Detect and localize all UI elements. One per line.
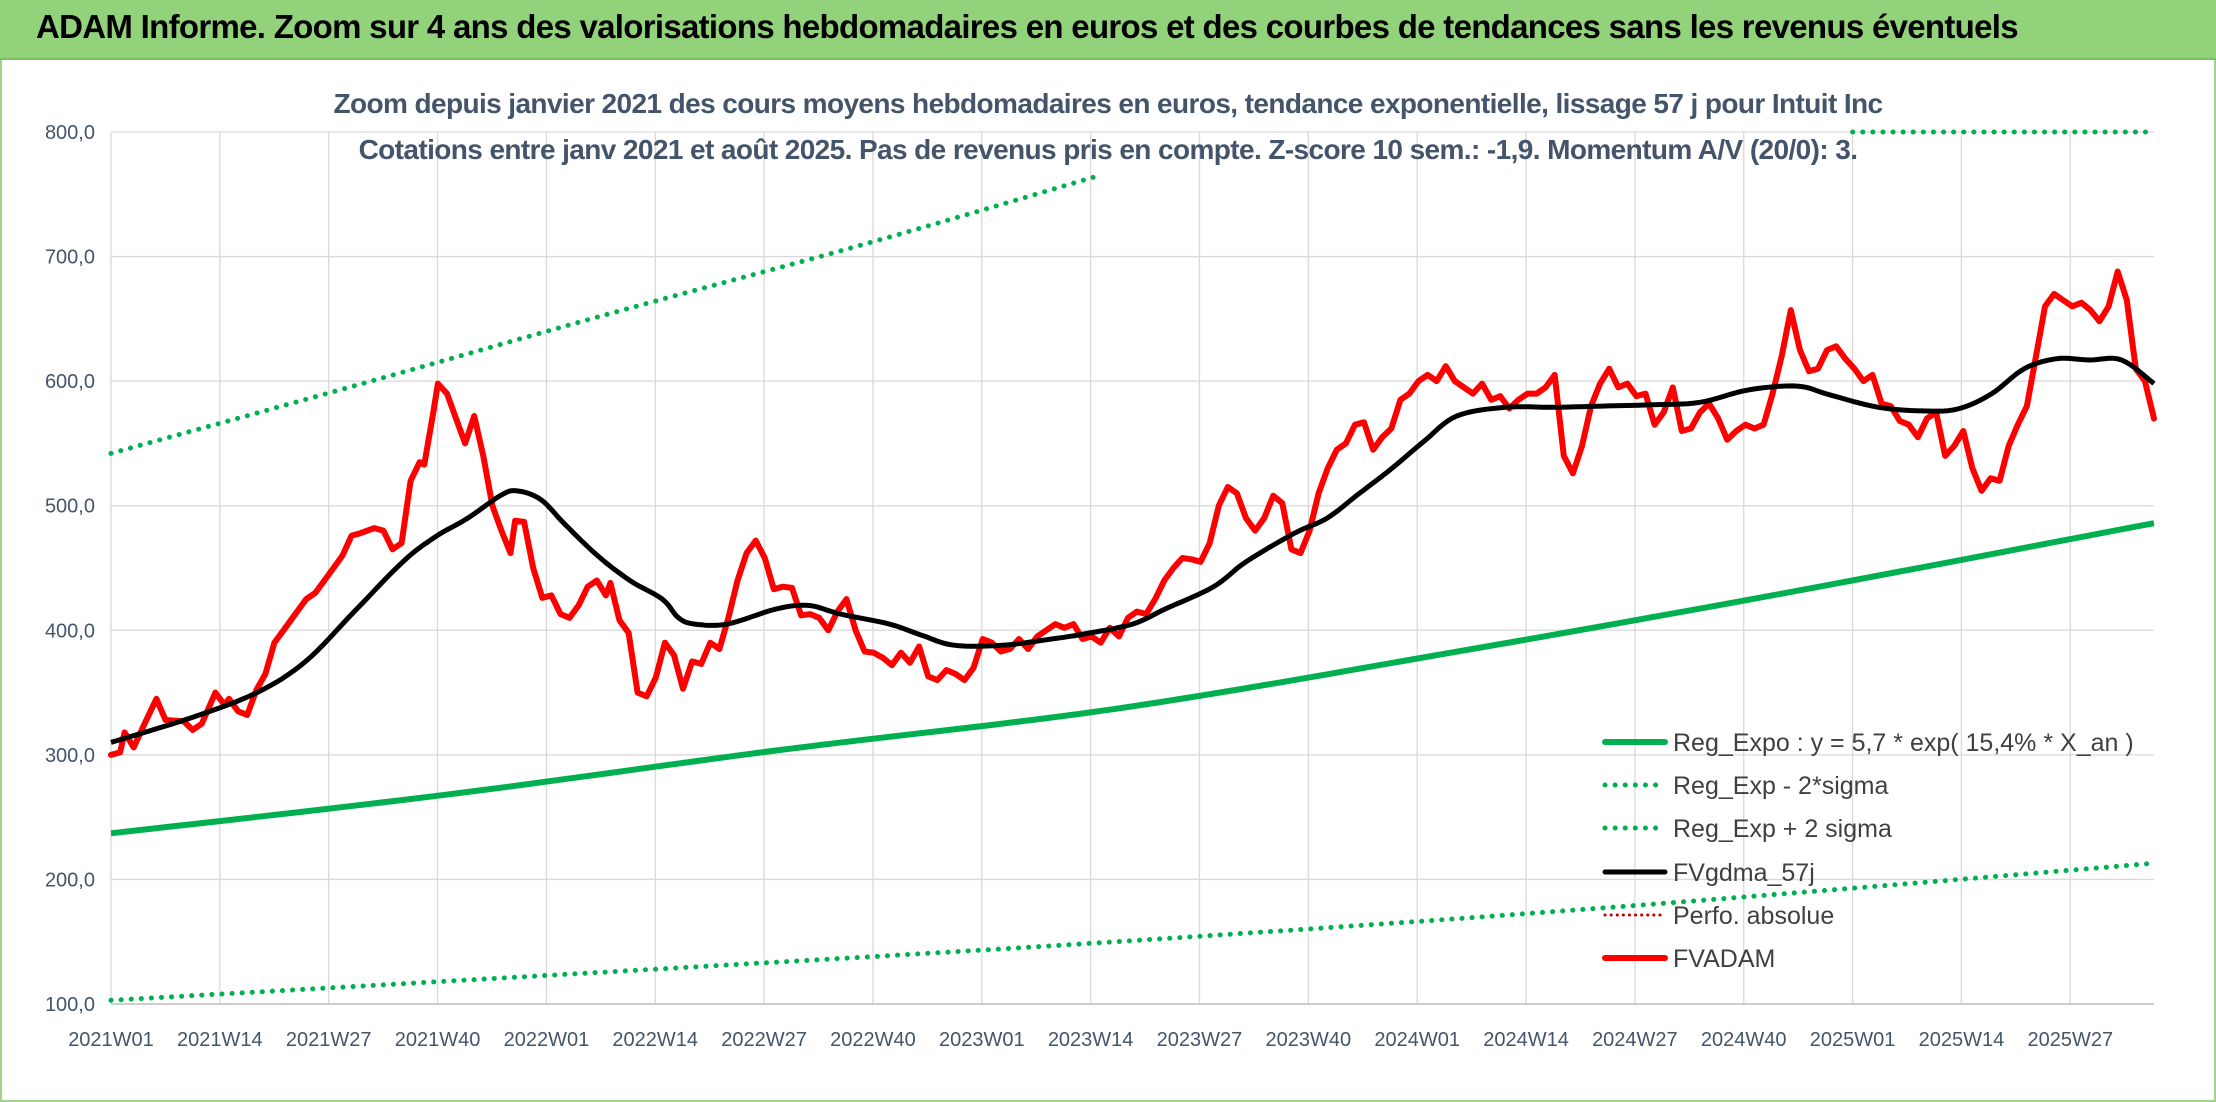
chart-series [108, 129, 2157, 1003]
header-banner: ADAM Informe. Zoom sur 4 ans des valoris… [0, 0, 2216, 60]
x-tick-label: 2021W01 [68, 1029, 154, 1051]
chart-subtitle-line1: Zoom depuis janvier 2021 des cours moyen… [333, 88, 1883, 119]
x-tick-label: 2021W27 [286, 1029, 372, 1051]
x-tick-label: 2023W40 [1266, 1029, 1352, 1051]
y-tick-label: 400,0 [45, 620, 95, 642]
legend: Reg_Expo : y = 5,7 * exp( 15,4% * X_an )… [1602, 729, 2134, 973]
x-tick-label: 2023W14 [1048, 1029, 1134, 1051]
x-tick-label: 2023W01 [939, 1029, 1025, 1051]
page-title: ADAM Informe. Zoom sur 4 ans des valoris… [36, 8, 2019, 45]
x-tick-label: 2025W14 [1919, 1029, 2005, 1051]
x-tick-label: 2021W40 [395, 1029, 481, 1051]
x-tick-label: 2024W14 [1483, 1029, 1569, 1051]
x-tick-label: 2024W27 [1592, 1029, 1678, 1051]
y-tick-label: 100,0 [45, 994, 95, 1016]
x-tick-label: 2022W27 [721, 1029, 807, 1051]
legend-label: Perfo. absolue [1673, 902, 1834, 930]
y-tick-label: 800,0 [45, 122, 95, 144]
chart-grid [110, 131, 2154, 1005]
x-tick-label: 2025W27 [2027, 1029, 2113, 1051]
x-axis: 2021W01 2021W14 2021W27 2021W40 2022W01 2022W… [68, 1029, 2113, 1051]
series-reg-exp-minus-2-sigma [108, 860, 2157, 1003]
series-reg-exp-plus-2-sigma [108, 173, 1102, 456]
series-fvadam [108, 268, 2157, 758]
x-tick-label: 2022W14 [612, 1029, 698, 1051]
series-reg-expo [110, 520, 2155, 837]
chart-subtitle-line2: Cotations entre janv 2021 et août 2025. … [358, 134, 1858, 165]
legend-label: Reg_Exp + 2 sigma [1673, 815, 1892, 843]
x-tick-label: 2024W40 [1701, 1029, 1787, 1051]
x-tick-label: 2022W40 [830, 1029, 916, 1051]
y-tick-label: 500,0 [45, 496, 95, 518]
x-tick-label: 2025W01 [1810, 1029, 1896, 1051]
legend-label: Reg_Expo : y = 5,7 * exp( 15,4% * X_an ) [1673, 729, 2134, 757]
legend-label: Reg_Exp - 2*sigma [1673, 772, 1888, 800]
x-tick-label: 2023W27 [1157, 1029, 1243, 1051]
y-tick-label: 600,0 [45, 371, 95, 393]
legend-label: FVADAM [1673, 945, 1775, 973]
legend-label: FVgdma_57j [1673, 859, 1815, 887]
series-fvgdma-57j [110, 355, 2156, 745]
x-tick-label: 2024W01 [1374, 1029, 1460, 1051]
x-tick-label: 2022W01 [504, 1029, 590, 1051]
y-axis: 100,0 200,0 300,0 400,0 500,0 600,0 700,0 800,0 [45, 122, 95, 1016]
y-tick-label: 300,0 [45, 745, 95, 767]
x-tick-label: 2021W14 [177, 1029, 263, 1051]
y-tick-label: 200,0 [45, 869, 95, 891]
y-tick-label: 700,0 [45, 247, 95, 269]
